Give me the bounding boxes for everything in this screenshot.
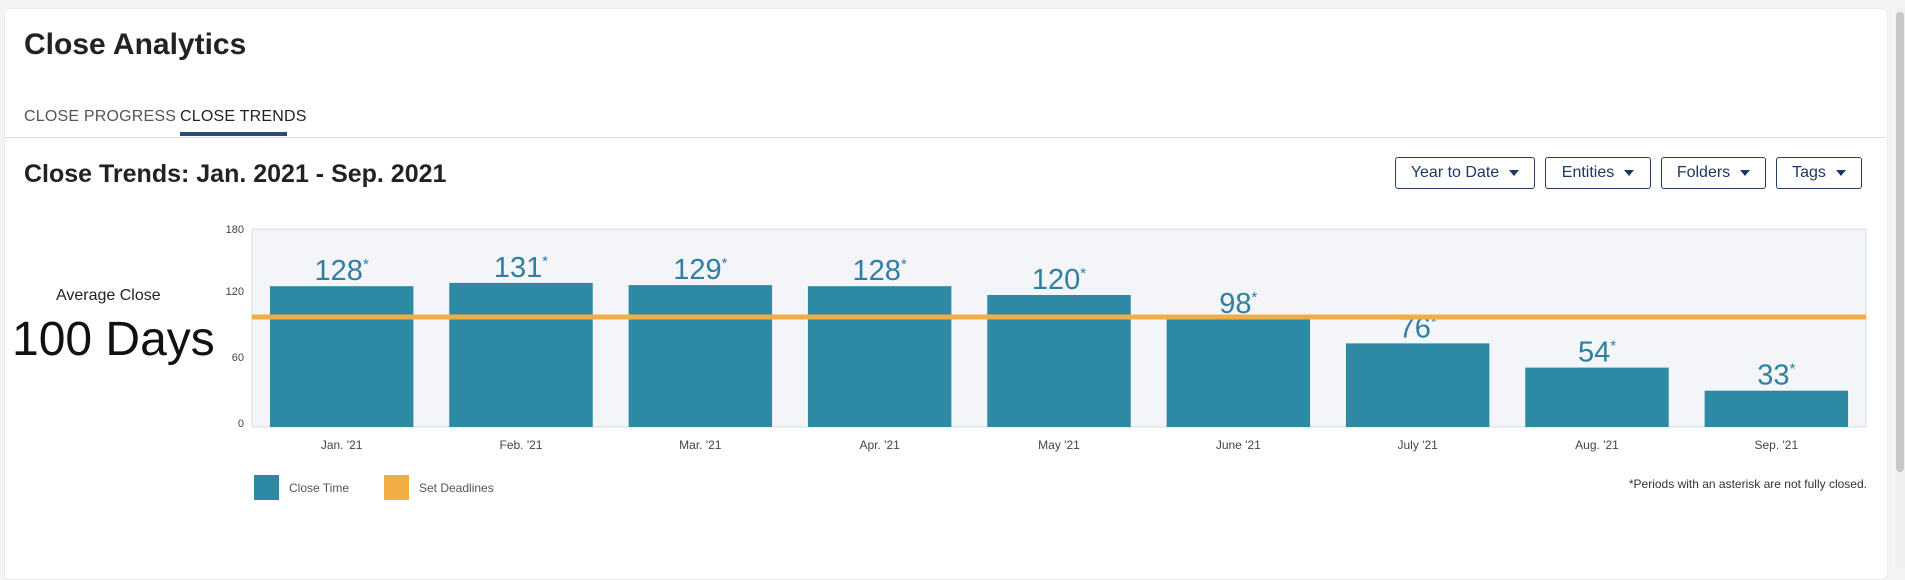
folders-dropdown-label: Folders — [1676, 164, 1731, 181]
data-label: 128* — [853, 255, 907, 287]
legend-label-deadlines: Set Deadlines — [419, 480, 494, 495]
footnote: *Periods with an asterisk are not fully … — [1628, 477, 1867, 491]
y-tick-label: 0 — [238, 418, 244, 430]
page-title: Close Analytics — [24, 28, 247, 61]
active-tab-indicator — [180, 132, 287, 136]
entities-dropdown-label: Entities — [1561, 164, 1615, 181]
x-tick-label: Mar. '21 — [679, 438, 722, 452]
folders-dropdown[interactable]: Folders — [1661, 157, 1766, 189]
average-close-label: Average Close — [56, 287, 161, 304]
data-label: 54* — [1578, 337, 1616, 369]
y-tick-label: 180 — [226, 224, 244, 236]
period-dropdown[interactable]: Year to Date — [1395, 157, 1535, 189]
period-dropdown-label: Year to Date — [1410, 164, 1500, 181]
deadline-swatch — [384, 475, 409, 500]
x-tick-label: July '21 — [1398, 438, 1439, 452]
y-tick-label: 120 — [226, 286, 244, 298]
caret-down-icon — [1740, 170, 1751, 176]
bar — [269, 286, 414, 427]
x-tick-label: Apr. '21 — [860, 438, 901, 452]
header-divider — [4, 137, 1886, 138]
x-tick-label: Sep. '21 — [1754, 438, 1798, 452]
x-tick-label: Aug. '21 — [1575, 438, 1619, 452]
close-trends-chart: 0 60 120 180 128* Jan. '21 131* Feb. '21 129* Mar… — [226, 224, 1867, 452]
scrollbar-thumb[interactable] — [1896, 12, 1904, 472]
caret-down-icon — [1835, 170, 1846, 176]
bar — [807, 286, 952, 427]
x-tick-label: Jan. '21 — [321, 438, 363, 452]
caret-down-icon — [1509, 170, 1520, 176]
caret-down-icon — [1624, 170, 1635, 176]
bar — [1166, 319, 1311, 427]
average-close-value: 100 Days — [12, 313, 215, 366]
x-tick-label: May '21 — [1038, 438, 1080, 452]
data-label: 120* — [1032, 264, 1086, 296]
data-label: 128* — [315, 255, 369, 287]
bar — [1525, 367, 1669, 427]
bar — [1345, 343, 1490, 427]
x-tick-label: June '21 — [1216, 438, 1261, 452]
x-tick-label: Feb. '21 — [500, 438, 543, 452]
data-label: 131* — [494, 252, 548, 284]
legend-item-close-time: Close Time — [254, 475, 349, 500]
tags-dropdown-label: Tags — [1792, 164, 1826, 181]
entities-dropdown[interactable]: Entities — [1545, 157, 1651, 189]
tags-dropdown[interactable]: Tags — [1776, 157, 1862, 189]
data-label: 129* — [673, 254, 727, 286]
bar — [628, 285, 773, 427]
tab-close-trends[interactable]: CLOSE TRENDS — [180, 108, 307, 125]
y-tick-label: 60 — [232, 352, 244, 364]
section-title: Close Trends: Jan. 2021 - Sep. 2021 — [24, 160, 447, 188]
bar — [1704, 390, 1849, 427]
scrollbar[interactable] — [1895, 8, 1905, 568]
tab-close-progress[interactable]: CLOSE PROGRESS — [24, 108, 177, 125]
data-label: 33* — [1757, 360, 1795, 392]
bar — [449, 282, 593, 427]
close-time-swatch — [254, 475, 279, 500]
legend-label-close-time: Close Time — [289, 480, 350, 495]
legend-item-deadlines: Set Deadlines — [384, 475, 494, 500]
